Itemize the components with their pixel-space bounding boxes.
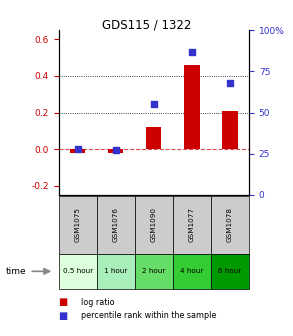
Text: 4 hour: 4 hour xyxy=(180,268,204,274)
Point xyxy=(75,146,80,152)
Text: 6 hour: 6 hour xyxy=(218,268,242,274)
Text: time: time xyxy=(6,267,26,276)
Bar xyxy=(146,127,161,149)
Point xyxy=(228,80,232,86)
Text: GSM1090: GSM1090 xyxy=(151,207,157,242)
Text: GDS115 / 1322: GDS115 / 1322 xyxy=(102,18,191,32)
Bar xyxy=(70,149,85,153)
Point xyxy=(190,49,194,54)
Text: GSM1076: GSM1076 xyxy=(113,207,119,242)
Text: percentile rank within the sample: percentile rank within the sample xyxy=(81,311,216,320)
Text: ■: ■ xyxy=(59,311,68,321)
Text: 0.5 hour: 0.5 hour xyxy=(62,268,93,274)
Bar xyxy=(222,111,238,149)
Bar xyxy=(184,65,200,149)
Point xyxy=(151,101,156,107)
Text: log ratio: log ratio xyxy=(81,298,114,307)
Text: GSM1075: GSM1075 xyxy=(75,207,81,242)
Text: GSM1078: GSM1078 xyxy=(227,207,233,242)
Bar xyxy=(108,149,123,153)
Point xyxy=(113,148,118,153)
Text: ■: ■ xyxy=(59,297,68,307)
Text: 2 hour: 2 hour xyxy=(142,268,166,274)
Text: GSM1077: GSM1077 xyxy=(189,207,195,242)
Text: 1 hour: 1 hour xyxy=(104,268,127,274)
